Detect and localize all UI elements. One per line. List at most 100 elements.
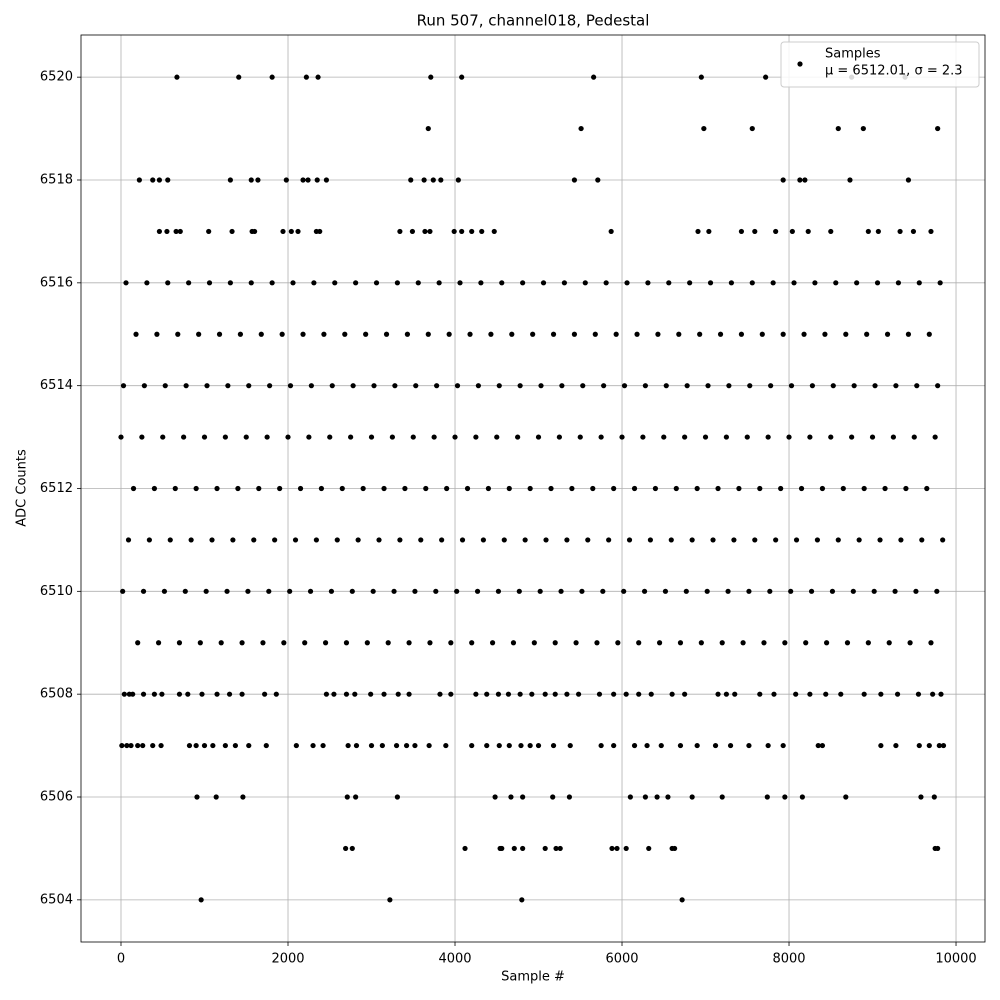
point [302, 640, 308, 646]
point [260, 640, 266, 646]
point [318, 485, 325, 492]
point [623, 691, 629, 697]
point [840, 485, 846, 492]
point [334, 537, 340, 543]
point [236, 74, 242, 80]
point [313, 537, 319, 543]
point [154, 331, 160, 337]
point [161, 588, 168, 594]
point [158, 742, 164, 749]
point [765, 742, 771, 749]
point [300, 331, 306, 337]
point [797, 177, 803, 183]
point [661, 434, 667, 440]
point [746, 588, 752, 594]
point [642, 794, 648, 800]
point [130, 691, 136, 697]
point [494, 434, 500, 440]
x-tick-label: 8000 [772, 952, 805, 967]
point [788, 588, 794, 594]
point [559, 383, 565, 389]
point [229, 228, 235, 235]
x-tick-label: 0 [117, 952, 125, 967]
plot-frame [80, 34, 986, 943]
point [364, 640, 370, 646]
point [893, 383, 899, 389]
point [819, 742, 826, 749]
point [277, 485, 283, 492]
legend-note: μ = 6512.01, σ = 2.3 [825, 64, 963, 79]
point [246, 742, 252, 749]
point [609, 845, 615, 852]
point [823, 691, 829, 697]
point [940, 537, 946, 543]
point [598, 742, 604, 749]
point [747, 383, 753, 389]
point [343, 640, 350, 646]
point [201, 434, 208, 440]
point [577, 434, 583, 440]
point [188, 537, 194, 543]
point [434, 383, 440, 389]
point [389, 434, 395, 440]
point [717, 331, 724, 337]
point [668, 537, 674, 543]
point [383, 331, 390, 337]
point [159, 691, 165, 697]
point [492, 794, 498, 800]
point [801, 331, 807, 337]
point [886, 640, 892, 646]
point [697, 331, 703, 337]
point [443, 742, 449, 749]
point [517, 383, 523, 389]
point [469, 640, 475, 646]
point [803, 640, 809, 646]
point [352, 691, 358, 697]
point [501, 537, 507, 543]
point [480, 537, 486, 543]
point [652, 485, 659, 492]
point [905, 331, 912, 337]
point [409, 228, 416, 235]
point [556, 434, 562, 440]
point [206, 280, 213, 286]
point [488, 331, 494, 337]
y-tick-label: 6518 [40, 172, 73, 187]
point [408, 177, 414, 183]
point [830, 383, 836, 389]
point [673, 485, 679, 492]
point [805, 228, 811, 235]
point [499, 845, 505, 852]
point [323, 691, 330, 697]
point [550, 742, 557, 749]
point [118, 434, 124, 440]
point [235, 485, 241, 492]
point [648, 691, 654, 697]
point [173, 228, 179, 235]
point [448, 640, 454, 646]
point [725, 588, 731, 594]
point [527, 485, 533, 492]
point [731, 537, 737, 543]
point [186, 742, 193, 749]
point [256, 485, 262, 492]
point [935, 383, 941, 389]
point [155, 640, 162, 646]
point [780, 331, 786, 337]
point [768, 383, 774, 389]
point [226, 691, 233, 697]
point [146, 537, 152, 543]
point [360, 485, 366, 492]
point [489, 640, 496, 646]
point [516, 588, 522, 594]
point [627, 794, 633, 800]
point [167, 537, 173, 543]
point [174, 74, 180, 80]
point [348, 434, 354, 440]
legend-label: Samples [825, 47, 881, 62]
point [308, 383, 314, 389]
point [773, 228, 779, 235]
point [479, 228, 485, 235]
point [165, 177, 171, 183]
